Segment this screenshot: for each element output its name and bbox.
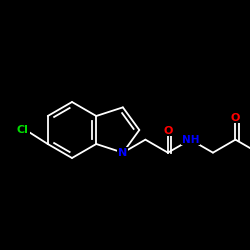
- Text: O: O: [163, 126, 172, 136]
- Text: NH: NH: [182, 135, 199, 145]
- Text: Cl: Cl: [17, 125, 29, 135]
- Text: N: N: [118, 148, 128, 158]
- Text: O: O: [231, 112, 240, 122]
